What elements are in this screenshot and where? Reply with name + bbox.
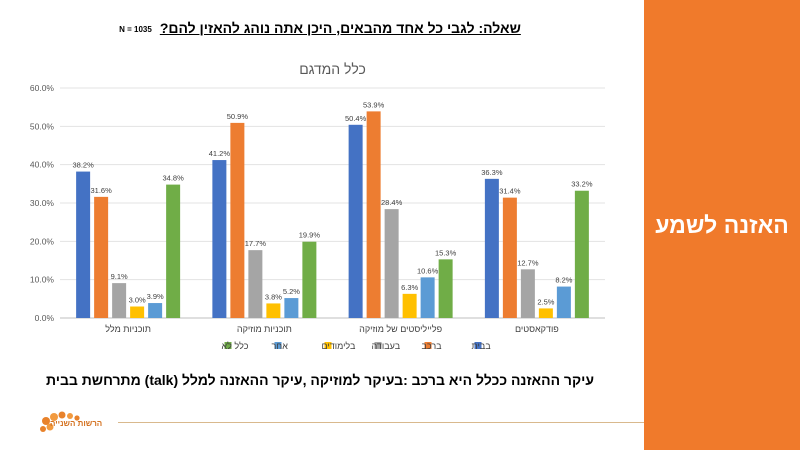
legend-label: אחר: [272, 341, 289, 351]
bar-data-label: 38.2%: [72, 161, 94, 170]
bar-data-label: 34.8%: [162, 174, 184, 183]
side-panel-title: האזנה לשמע: [655, 212, 789, 238]
bar-data-label: 17.7%: [245, 239, 267, 248]
bar: [266, 303, 281, 318]
bar-data-label: 5.2%: [283, 287, 300, 296]
bar-data-label: 9.1%: [111, 272, 128, 281]
bar-data-label: 10.6%: [417, 266, 439, 275]
bar-data-label: 50.4%: [345, 114, 367, 123]
bar-data-label: 50.9%: [227, 112, 249, 121]
bar: [520, 269, 535, 318]
organization-logo-icon: [40, 411, 80, 432]
chart-title: כלל המדגם: [299, 61, 366, 77]
legend-swatch: [324, 342, 332, 349]
bar-chart: כלל המדגם 0.0% 10.0% 20.0% 30.0% 40.0% 50.0% 60…: [30, 61, 605, 351]
y-tick-label: 40.0%: [30, 160, 55, 170]
bar-data-label: 3.0%: [129, 296, 146, 305]
x-category-label: תוכניות מלל: [105, 324, 151, 334]
bar-data-label: 15.3%: [435, 248, 457, 257]
bar: [130, 306, 145, 318]
bar: [556, 286, 571, 318]
bar-data-label: 12.7%: [517, 258, 539, 267]
bar: [574, 190, 589, 318]
legend-label: ברכב: [422, 341, 443, 351]
bar-data-label: 41.2%: [209, 149, 231, 158]
bar-data-label: 6.3%: [401, 283, 418, 292]
question-header: N = 1035 שאלה: לגבי כל אחד מהבאים, היכן א…: [0, 20, 640, 36]
side-panel: האזנה לשמע: [644, 0, 800, 450]
legend-swatch: [374, 342, 382, 349]
y-tick-label: 30.0%: [30, 198, 55, 208]
bar: [402, 293, 417, 318]
bar-data-label: 31.6%: [90, 186, 112, 195]
bar-data-label: 8.2%: [555, 276, 572, 285]
bar: [284, 298, 299, 318]
legend-label: בבית: [472, 341, 492, 351]
bar-data-label: 33.2%: [571, 180, 593, 189]
bar: [76, 171, 91, 318]
bar-data-label: 19.9%: [299, 231, 321, 240]
y-tick-label: 10.0%: [30, 275, 55, 285]
bar-data-label: 28.4%: [381, 198, 403, 207]
bar-data-label: 2.5%: [537, 297, 554, 306]
bar: [212, 160, 227, 318]
y-tick-label: 50.0%: [30, 121, 55, 131]
bar: [420, 277, 435, 318]
x-category-label: פודקאסטים: [515, 324, 559, 334]
x-category-label: פלייליסטים של מוזיקה: [359, 324, 442, 334]
bar: [148, 303, 163, 318]
bar: [384, 209, 399, 318]
bar: [484, 178, 499, 318]
y-tick-label: 20.0%: [30, 236, 55, 246]
footer-divider: [118, 422, 644, 423]
bar: [438, 259, 453, 318]
bar-data-label: 31.4%: [499, 187, 521, 196]
bar: [366, 111, 381, 318]
logo-text: הרשות השנייה: [50, 419, 103, 428]
legend-label: בעבודה: [372, 341, 401, 351]
bar-data-label: 53.9%: [363, 100, 385, 109]
legend-swatch: [474, 342, 482, 349]
bar: [538, 308, 553, 318]
x-category-label: תוכניות מוזיקה: [237, 324, 292, 334]
y-tick-label: 60.0%: [30, 83, 55, 93]
bar: [94, 196, 109, 318]
summary-note: עיקר ההאזנה ככלל היא ברכב :בעיקר למוזיקה…: [45, 372, 595, 388]
bar-data-label: 3.9%: [147, 292, 164, 301]
legend-swatch: [424, 342, 432, 349]
bar: [166, 184, 181, 318]
legend-label: בלימודים: [322, 341, 357, 351]
bar: [302, 241, 317, 318]
legend-swatch: [274, 342, 282, 349]
bar: [502, 197, 517, 318]
bar-data-label: 36.3%: [481, 168, 503, 177]
legend-swatch: [224, 342, 232, 349]
sample-size-label: N = 1035: [119, 25, 152, 34]
bar-data-label: 3.8%: [265, 292, 282, 301]
question-text: שאלה: לגבי כל אחד מהבאים, היכן אתה נוהג …: [159, 20, 521, 36]
legend-label: כלל לא: [222, 341, 249, 351]
y-tick-label: 0.0%: [35, 313, 55, 323]
bar: [112, 283, 127, 318]
bar: [248, 250, 263, 318]
bar: [348, 124, 363, 318]
bar: [230, 122, 245, 318]
